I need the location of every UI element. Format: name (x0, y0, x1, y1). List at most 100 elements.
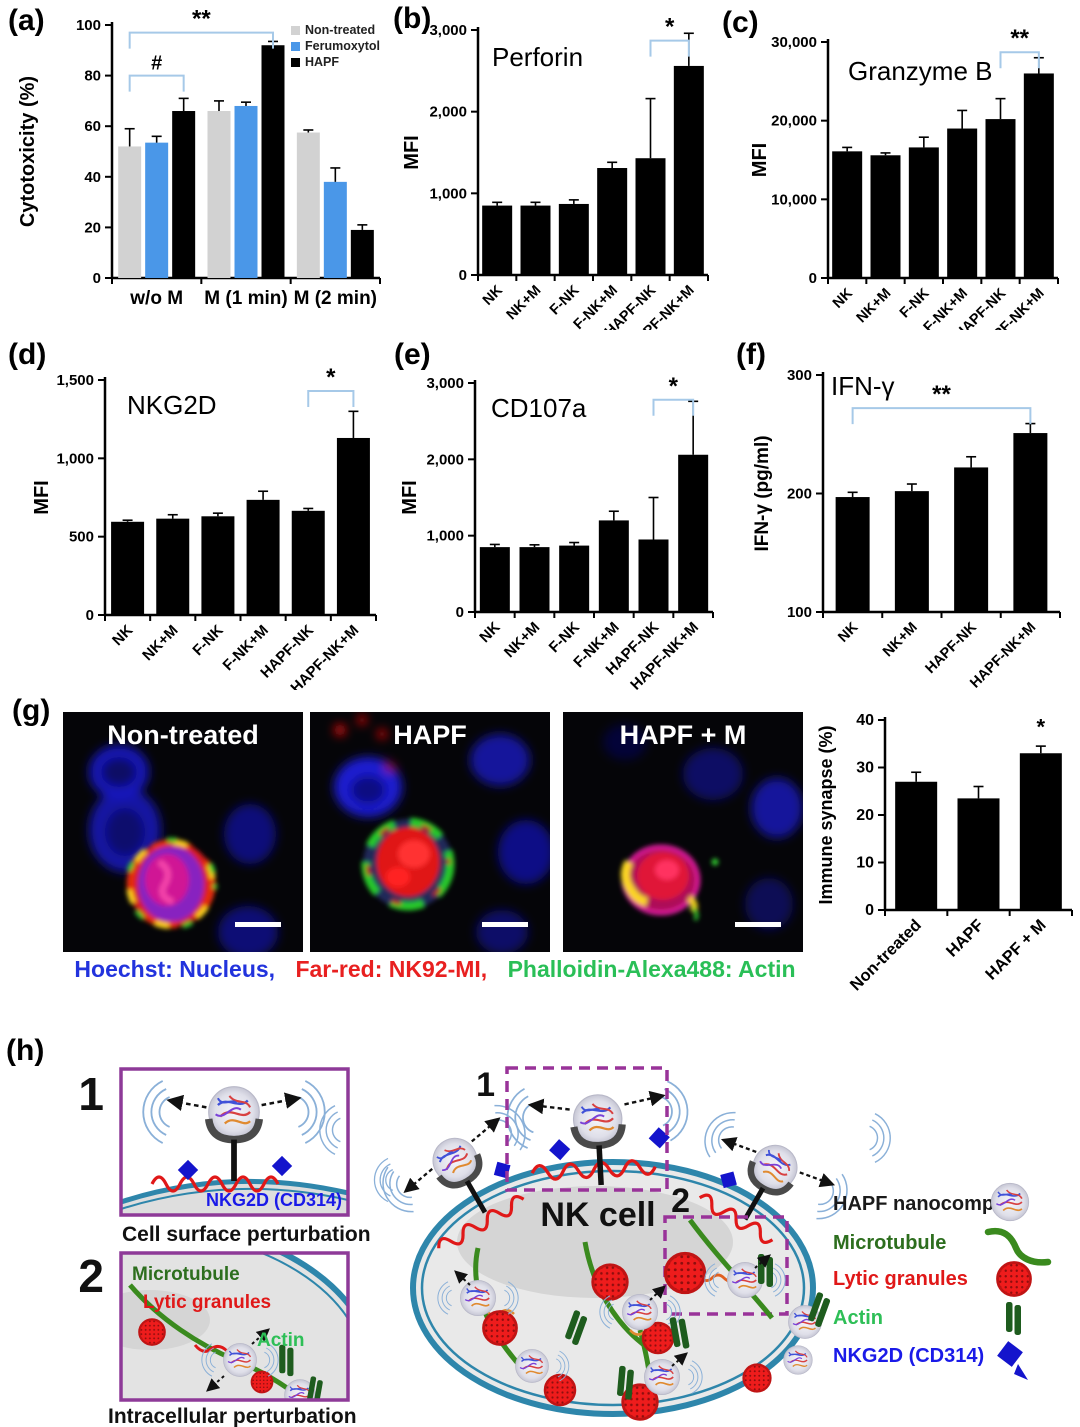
oscillation-arrow (527, 1098, 570, 1115)
bar (635, 158, 666, 275)
x-category-label: M (2 min) (294, 288, 377, 309)
chart-title: CD107a (491, 393, 587, 423)
x-category-label: NK (480, 282, 506, 308)
chart-svg-a: 0 20 40 60 80 100 Cytotoxicity (%) w/o M M (1 mi… (17, 6, 381, 309)
lytic-granule-icon (543, 1373, 577, 1407)
vibration-ripple-icon (695, 1103, 742, 1161)
chart-title: Granzyme B (848, 56, 993, 86)
x-category-label: NK (830, 285, 856, 311)
y-tick-label: 100 (787, 604, 812, 621)
scale-bar (482, 922, 528, 927)
x-category-label: F-NK (546, 619, 583, 656)
bar (482, 205, 513, 275)
stained-nuclei (334, 715, 550, 952)
y-tick-label: 1,000 (429, 185, 467, 202)
lytic-granule-icon (250, 1370, 274, 1394)
x-category-label: NK+M (854, 286, 895, 327)
bar (1023, 73, 1054, 278)
oscillation-arrow (799, 1171, 836, 1188)
inset-2-box (119, 1251, 350, 1402)
granzyme-b-chart: 0 10,000 20,000 30,000 MFI Granzyme B NK NK+M F-… (720, 0, 1080, 357)
y-tick-label: 40 (84, 169, 101, 186)
legend-label: Non-treated (305, 23, 375, 37)
hapf-nanocomplex-icon (459, 1279, 497, 1317)
y-tick-label: 30 (856, 760, 874, 777)
lytic-granules-label: Lytic granules (143, 1292, 271, 1313)
oscillation-arrow (166, 1094, 207, 1112)
bar (479, 547, 510, 612)
lytic-granule-icon (996, 1261, 1032, 1297)
y-tick-label: 40 (856, 712, 874, 729)
bar (673, 65, 704, 275)
bar (261, 45, 285, 278)
y-tick-label: 3,000 (426, 375, 464, 392)
nk-cell-stained (124, 837, 218, 931)
membrane-nanocomplex-left (373, 1096, 535, 1249)
inset-1-caption: Cell surface perturbation (122, 1223, 371, 1246)
y-tick-label: 2,000 (426, 451, 464, 468)
legend-swatch (291, 58, 300, 67)
x-category-label: F-NK (897, 285, 933, 321)
nk-cell-stained (621, 844, 719, 922)
legend-label-microtubule: Microtubule (833, 1232, 946, 1254)
membrane-nanocomplex-center (505, 1079, 690, 1189)
y-tick-label: 0 (456, 604, 464, 621)
caption-phalloidin: Phalloidin-Alexa488: Actin (507, 956, 796, 982)
diagram-legend: HAPF nanocomplex Microtubule Lytic granu… (833, 1182, 1052, 1380)
y-tick-label: 1,000 (426, 528, 464, 545)
chart-title: IFN-γ (831, 371, 895, 401)
y-tick-label: 10 (856, 855, 874, 872)
region-2-number: 2 (671, 1182, 690, 1220)
oscillation-arrow (720, 1137, 757, 1153)
bar (520, 205, 551, 275)
x-category-label: M (1 min) (204, 288, 287, 309)
y-axis-label: MFI (401, 135, 423, 169)
oscillation-arrow (403, 1168, 433, 1194)
oscillation-arrow (261, 1092, 302, 1109)
panel-g-images: Non-treated (0, 690, 810, 1020)
significance-bracket (128, 74, 185, 92)
micrograph-hapf-m: HAPF + M (563, 712, 803, 952)
x-category-label: HAPF-NK (923, 619, 981, 677)
inset-2-number: 2 (78, 1250, 104, 1302)
nkg2d-icon (548, 1138, 571, 1161)
legend-label: Ferumoxytol (305, 39, 380, 53)
bar (598, 520, 629, 612)
bar (558, 203, 589, 275)
bar (678, 454, 709, 612)
bar (597, 168, 628, 275)
hyaluronic-acid-chain (150, 1175, 280, 1193)
panel-b-letter: (b) (393, 2, 432, 35)
bar (145, 142, 169, 278)
bar (156, 518, 190, 615)
actin-label: Actin (257, 1330, 305, 1351)
hapf-nanocomplex-on-membrane (142, 1080, 326, 1181)
y-tick-label: 0 (809, 270, 817, 287)
region-1-box (505, 1066, 669, 1192)
region-2-box (663, 1215, 789, 1316)
significance-bracket (649, 39, 690, 57)
inset-1-number: 1 (78, 1068, 104, 1120)
hapf-nanocomplex-icon (621, 1293, 659, 1331)
x-category-label: NK (476, 619, 503, 646)
hapf-nanocomplex-icon (222, 1342, 258, 1378)
staining-caption: Hoechst: Nucleus, Far-red: NK92-MI, Phal… (55, 956, 815, 983)
inset-1-box (119, 1067, 350, 1217)
hapf-nanocomplex-icon (990, 1182, 1030, 1222)
bar (894, 491, 929, 612)
microtubule-label: Microtubule (132, 1264, 240, 1285)
ifn-gamma-chart: 100 200 300 IFN-γ (pg/ml) IFN-γ NK NK+M HAPF-NK… (720, 330, 1080, 691)
bar (1013, 433, 1048, 612)
nkg2d-chart: 0 500 1,000 1,500 MFI NKG2D NK NK+M F-NK F-NK+M HA… (0, 330, 390, 697)
legend-swatch (291, 26, 300, 35)
bar (350, 229, 374, 278)
bar (832, 151, 863, 278)
y-tick-label: 0 (865, 902, 874, 919)
nk-cell-label: NK cell (540, 1196, 655, 1234)
cd107a-chart: 0 1,000 2,000 3,000 MFI CD107a NK NK+M F-NK F-NK+… (360, 330, 720, 694)
inset-1-content: NKG2D (CD314) (121, 1069, 348, 1215)
y-tick-label: 30,000 (771, 34, 817, 51)
